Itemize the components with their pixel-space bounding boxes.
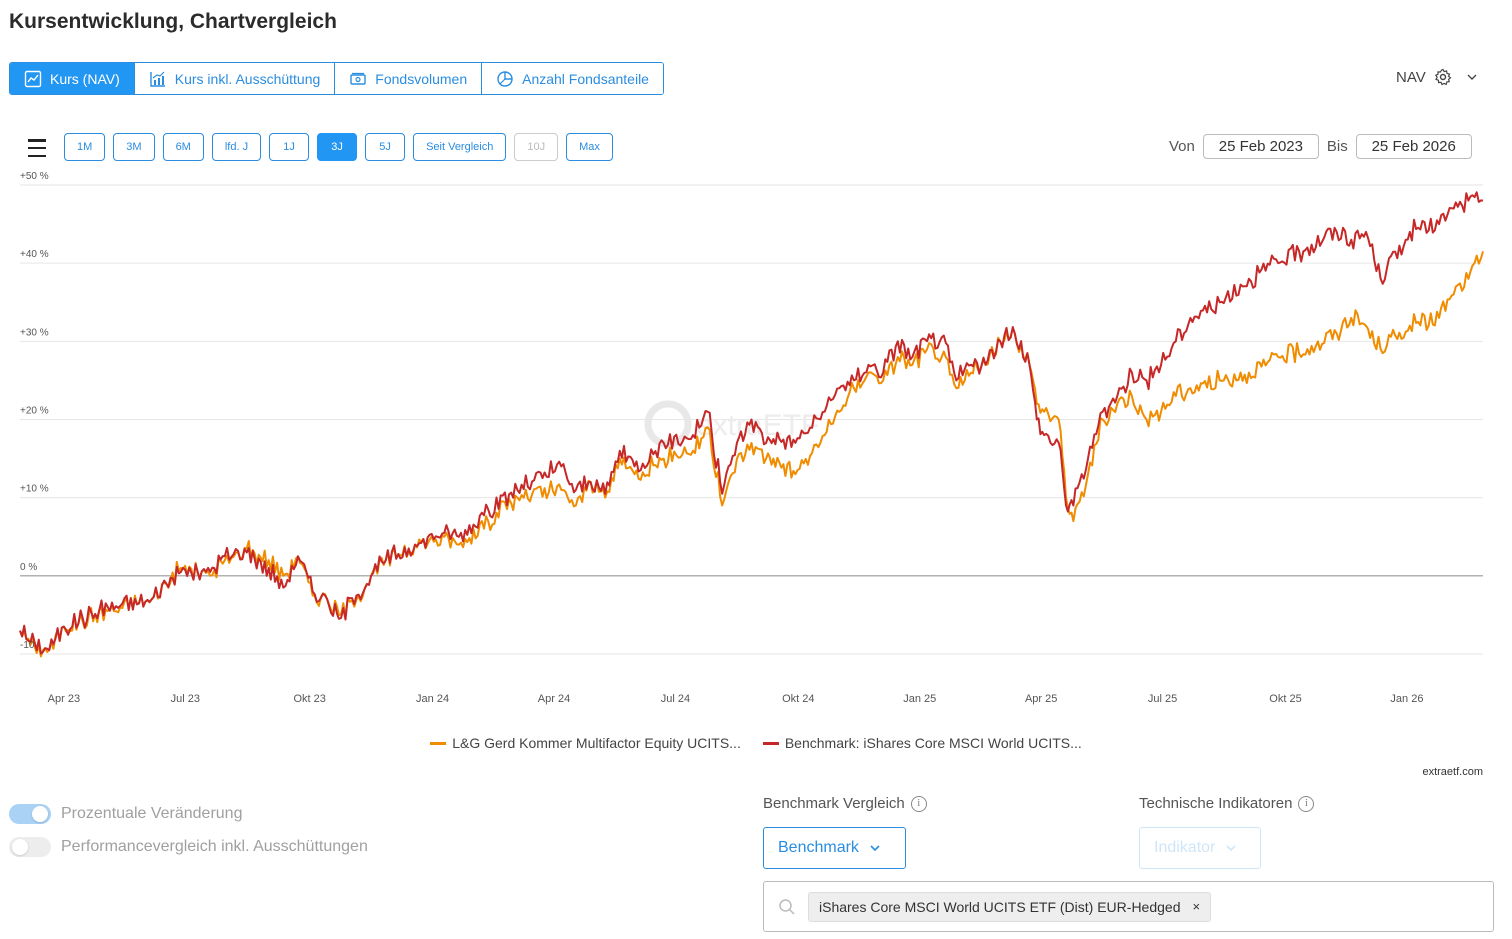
chart-legend: L&G Gerd Kommer Multifactor Equity UCITS… xyxy=(0,735,1512,751)
line-chart-icon xyxy=(24,70,42,87)
info-icon[interactable]: i xyxy=(1298,795,1315,812)
benchmark-label: Benchmark Vergleich xyxy=(763,795,905,812)
search-icon xyxy=(779,898,795,915)
y-tick-label: -10 xyxy=(20,640,35,651)
range-5y-button[interactable]: 5J xyxy=(365,133,406,161)
x-tick-label: Apr 24 xyxy=(538,693,570,705)
tab-kurs-inkl-ausschuettung[interactable]: Kurs inkl. Ausschüttung xyxy=(134,63,336,94)
chevron-down-icon xyxy=(870,845,880,852)
money-icon xyxy=(350,72,366,85)
tab-anzahl-fondsanteile[interactable]: Anzahl Fondsanteile xyxy=(482,63,663,94)
range-since-comparison-button[interactable]: Seit Vergleich xyxy=(413,133,507,161)
benchmark-dropdown[interactable]: Benchmark xyxy=(763,827,906,869)
date-to-input[interactable]: 25 Feb 2026 xyxy=(1355,134,1472,159)
distribution-comparison-toggle[interactable] xyxy=(9,837,51,857)
indicator-dropdown: Indikator xyxy=(1139,827,1261,869)
date-from-label: Von xyxy=(1169,138,1195,155)
benchmark-search-input[interactable]: iShares Core MSCI World UCITS ETF (Dist)… xyxy=(763,881,1494,932)
series-line-fund xyxy=(19,251,1484,658)
page-title: Kursentwicklung, Chartvergleich xyxy=(9,10,337,33)
y-tick-label: +10 % xyxy=(20,484,49,495)
benchmark-section-label: Benchmark Vergleich i xyxy=(763,795,927,812)
range-3m-button[interactable]: 3M xyxy=(113,133,155,161)
benchmark-tag-label: iShares Core MSCI World UCITS ETF (Dist)… xyxy=(819,898,1181,915)
benchmark-dropdown-label: Benchmark xyxy=(778,839,859,856)
x-tick-label: Jan 26 xyxy=(1390,693,1423,705)
x-tick-label: Apr 23 xyxy=(48,693,80,705)
x-tick-label: Jul 25 xyxy=(1148,693,1177,705)
percent-change-toggle[interactable] xyxy=(9,804,51,824)
bar-line-chart-icon xyxy=(150,71,165,87)
toggle-label: Performancevergleich inkl. Ausschüttunge… xyxy=(61,838,368,855)
indicator-dropdown-label: Indikator xyxy=(1154,839,1216,856)
benchmark-tag: iShares Core MSCI World UCITS ETF (Dist)… xyxy=(808,891,1212,922)
info-icon[interactable]: i xyxy=(910,795,927,812)
tab-fondsvolumen[interactable]: Fondsvolumen xyxy=(335,63,483,94)
legend-item-fund[interactable]: L&G Gerd Kommer Multifactor Equity UCITS… xyxy=(430,735,741,751)
y-tick-label: +30 % xyxy=(20,327,49,338)
range-3y-button[interactable]: 3J xyxy=(317,133,358,161)
legend-item-benchmark[interactable]: Benchmark: iShares Core MSCI World UCITS… xyxy=(762,735,1082,751)
y-tick-label: 0 % xyxy=(20,562,37,573)
nav-select-label: NAV xyxy=(1396,68,1426,86)
chart-menu-icon[interactable] xyxy=(28,139,46,157)
tab-kurs-nav[interactable]: Kurs (NAV) xyxy=(10,63,135,94)
x-tick-label: Apr 25 xyxy=(1025,693,1057,705)
x-tick-label: Jul 24 xyxy=(661,693,690,705)
x-tick-label: Jan 25 xyxy=(903,693,936,705)
indicator-label: Technische Indikatoren xyxy=(1139,795,1293,812)
toggle-row-distribution: Performancevergleich inkl. Ausschüttunge… xyxy=(9,837,368,857)
range-1m-button[interactable]: 1M xyxy=(64,133,106,161)
indicator-section-label: Technische Indikatoren i xyxy=(1139,795,1315,812)
range-max-button[interactable]: Max xyxy=(566,133,613,161)
view-tabs: Kurs (NAV) Kurs inkl. Ausschüttung Fonds… xyxy=(9,62,664,95)
y-tick-label: +50 % xyxy=(20,171,49,182)
toggle-row-percent: Prozentuale Veränderung xyxy=(9,804,242,824)
range-10y-button: 10J xyxy=(514,133,559,161)
x-tick-label: Jan 24 xyxy=(416,693,449,705)
legend-swatch xyxy=(430,741,447,745)
x-tick-label: Okt 23 xyxy=(293,693,325,705)
tab-label: Kurs (NAV) xyxy=(50,70,120,87)
y-tick-label: +40 % xyxy=(20,249,49,260)
gear-icon xyxy=(1434,68,1452,86)
x-tick-label: Okt 25 xyxy=(1269,693,1301,705)
range-6m-button[interactable]: 6M xyxy=(162,133,204,161)
tab-label: Fondsvolumen xyxy=(375,70,468,87)
series-line-benchmark xyxy=(19,191,1484,655)
remove-tag-icon[interactable]: × xyxy=(1192,899,1201,914)
range-1y-button[interactable]: 1J xyxy=(269,133,310,161)
watermark-logo xyxy=(644,400,692,448)
tab-label: Anzahl Fondsanteile xyxy=(522,70,649,87)
x-tick-label: Okt 24 xyxy=(782,693,814,705)
legend-label: L&G Gerd Kommer Multifactor Equity UCITS… xyxy=(452,735,741,751)
chevron-down-icon xyxy=(1226,845,1236,852)
nav-select[interactable]: NAV xyxy=(1396,68,1478,86)
toggle-label: Prozentuale Veränderung xyxy=(61,805,243,822)
legend-label: Benchmark: iShares Core MSCI World UCITS… xyxy=(784,735,1082,751)
range-buttons: 1M 3M 6M lfd. J 1J 3J 5J Seit Vergleich … xyxy=(64,133,613,161)
chart-credit: extraetf.com xyxy=(1422,766,1483,778)
date-to-label: Bis xyxy=(1326,138,1348,155)
price-chart[interactable]: extraETF +50 %+40 %+30 %+20 %+10 %0 %-10… xyxy=(0,165,1512,715)
date-range: Von 25 Feb 2023 Bis 25 Feb 2026 xyxy=(1169,134,1472,159)
y-tick-label: +20 % xyxy=(20,406,49,417)
legend-swatch xyxy=(762,741,779,745)
range-ytd-button[interactable]: lfd. J xyxy=(211,133,262,161)
tab-label: Kurs inkl. Ausschüttung xyxy=(174,70,321,87)
pie-chart-icon xyxy=(497,70,513,87)
date-from-input[interactable]: 25 Feb 2023 xyxy=(1202,134,1319,159)
x-tick-label: Jul 23 xyxy=(171,693,200,705)
chevron-down-icon xyxy=(1467,74,1477,80)
